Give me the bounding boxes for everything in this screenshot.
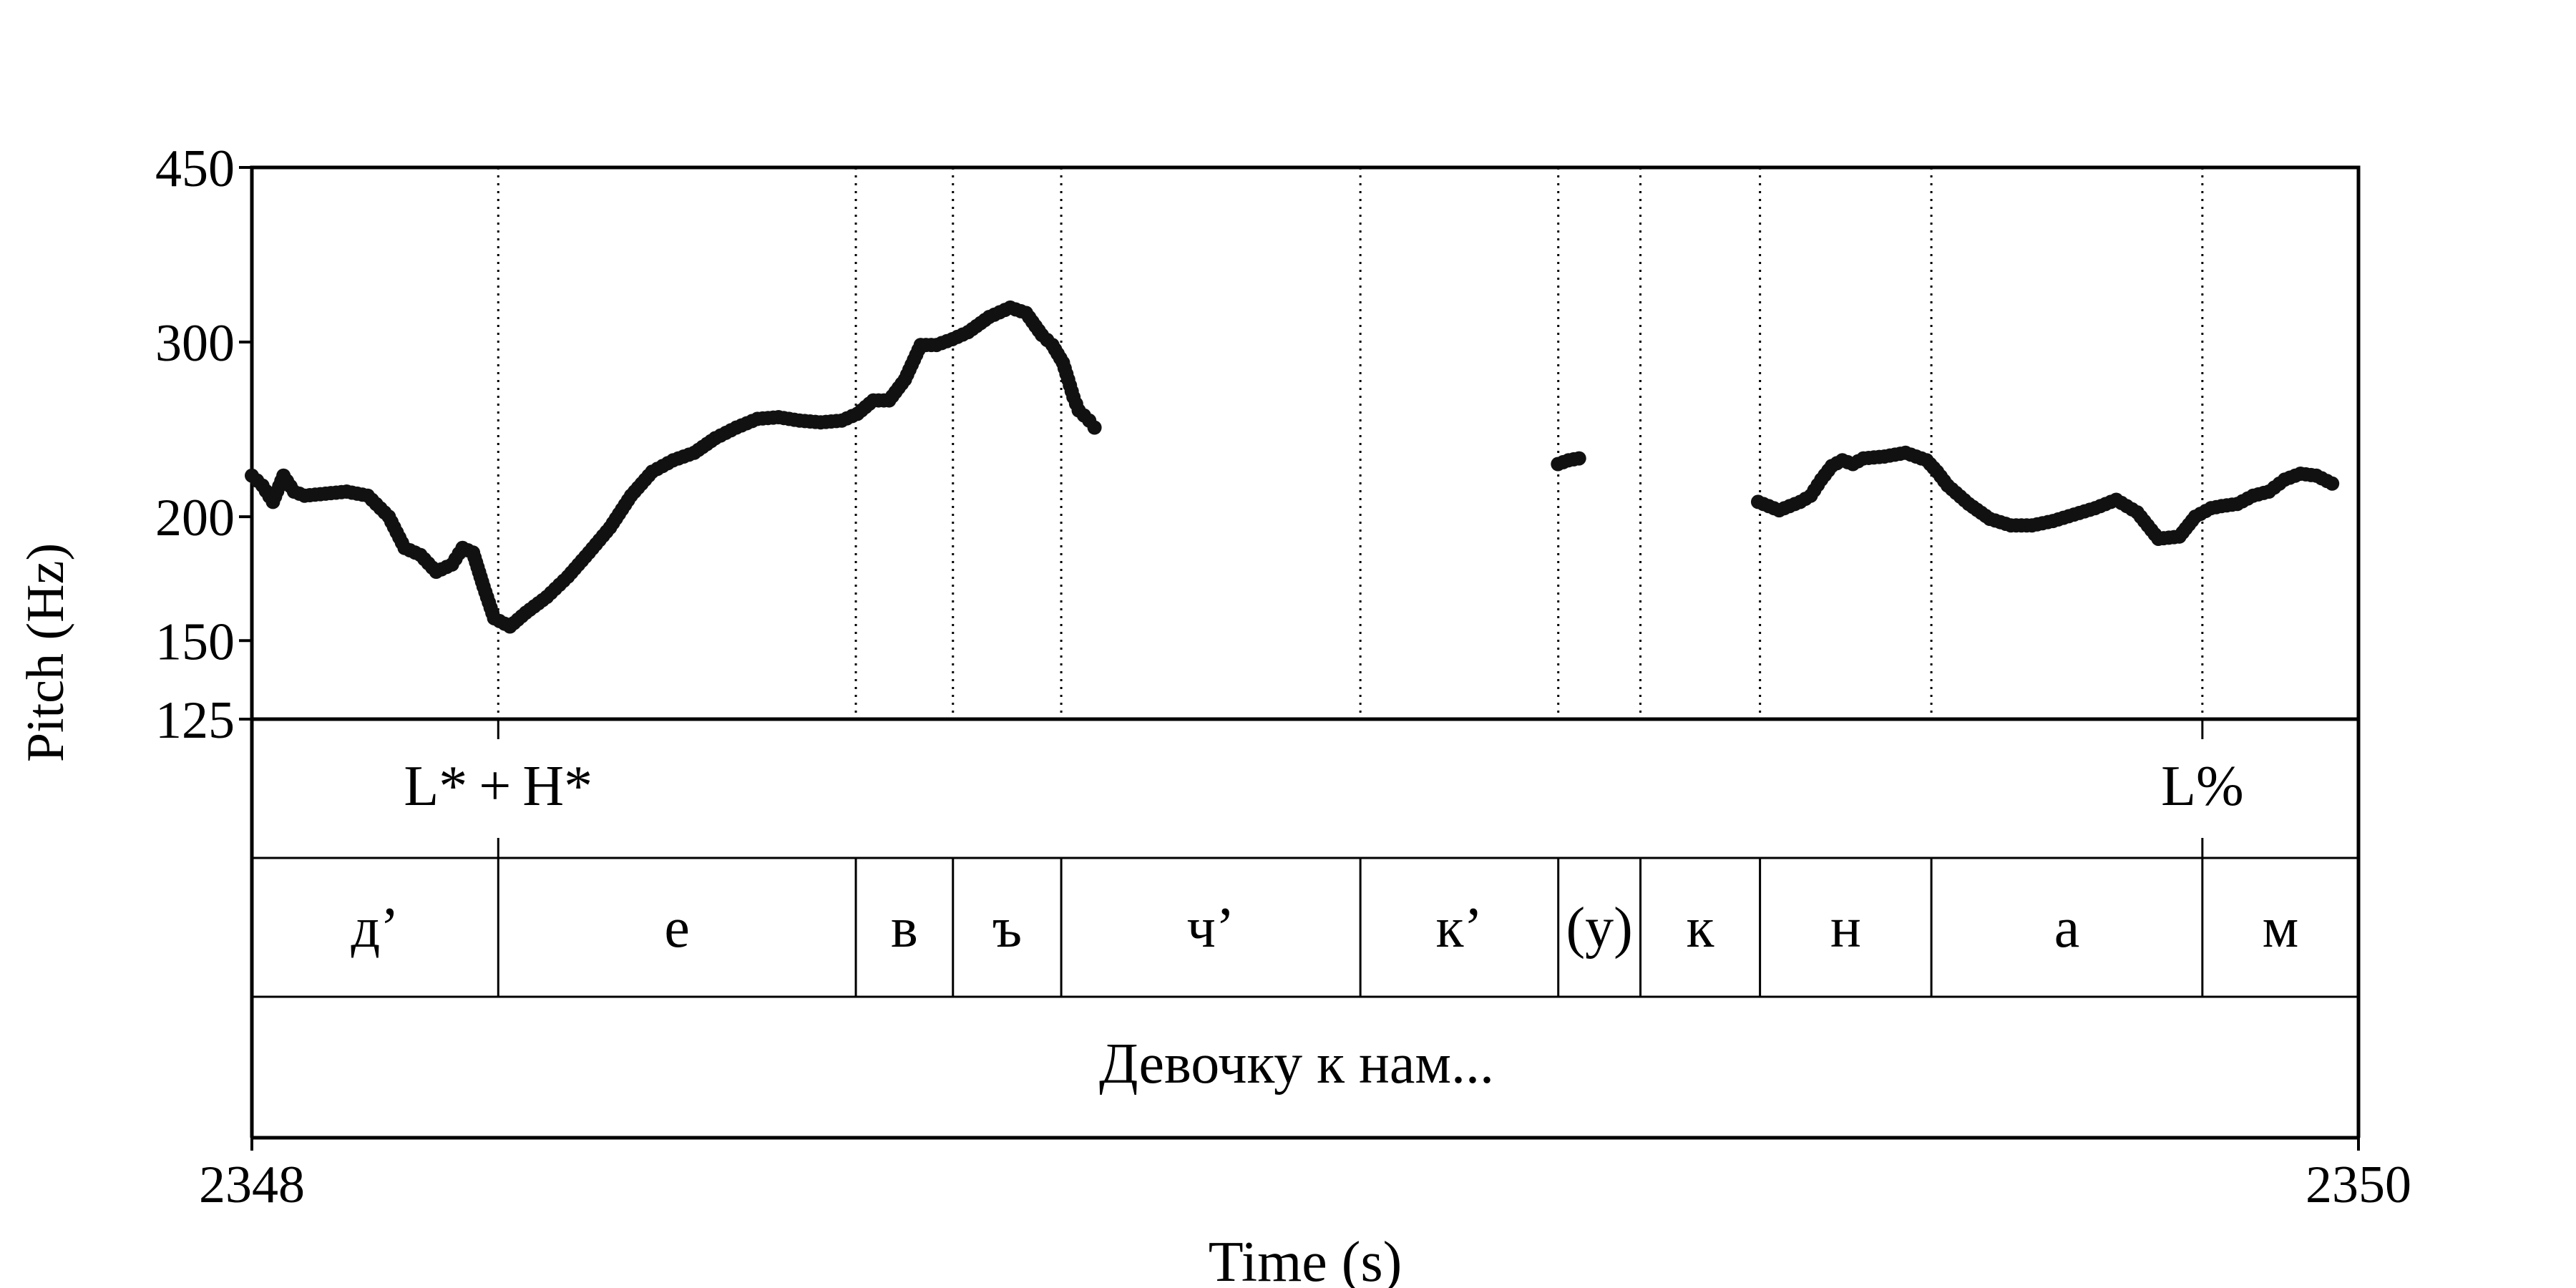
segment-label: ъ bbox=[992, 897, 1022, 960]
y-axis: 450 300 200 150 125 bbox=[155, 140, 252, 750]
segment-label: ч’ bbox=[1187, 897, 1235, 960]
segment-label: д’ bbox=[351, 897, 399, 960]
boundary-layer bbox=[497, 167, 2204, 997]
tone-label: L* + H* bbox=[404, 755, 592, 818]
pitch-point bbox=[2325, 476, 2340, 491]
x-axis-label: Time (s) bbox=[1209, 1231, 1402, 1288]
y-tick-label: 300 bbox=[155, 314, 235, 373]
segment-label: н bbox=[1830, 897, 1861, 960]
y-tick-label: 150 bbox=[155, 613, 235, 671]
segment-label: а bbox=[2054, 897, 2080, 960]
segment-label: к’ bbox=[1436, 897, 1483, 960]
segment-label: в bbox=[891, 897, 918, 960]
x-tick-label: 2348 bbox=[199, 1156, 305, 1214]
pitch-panel-border bbox=[250, 165, 2361, 721]
segment-tier: д’ е в ъ ч’ к’ (у) к н а м bbox=[351, 897, 2298, 960]
tone-label: L% bbox=[2161, 755, 2244, 818]
y-tick-label: 125 bbox=[155, 691, 235, 750]
x-axis: 2348 2350 bbox=[199, 1138, 2411, 1214]
pitch-points bbox=[245, 300, 2340, 634]
segment-label: е bbox=[664, 897, 690, 960]
y-tick-label: 200 bbox=[155, 489, 235, 547]
x-tick-label: 2350 bbox=[2306, 1156, 2411, 1214]
segment-label: м bbox=[2263, 897, 2299, 960]
y-tick-label: 450 bbox=[155, 140, 235, 198]
segment-label: к bbox=[1687, 897, 1714, 960]
pitch-point bbox=[1571, 451, 1586, 466]
segment-label: (у) bbox=[1566, 897, 1632, 960]
pitch-point bbox=[1087, 420, 1102, 435]
plot-frame bbox=[250, 165, 2361, 1140]
y-axis-label: Pitch (Hz) bbox=[16, 543, 75, 762]
phrase-label: Девочку к нам... bbox=[1099, 1033, 1494, 1096]
tone-tier: L* + H* L% bbox=[404, 719, 2244, 858]
